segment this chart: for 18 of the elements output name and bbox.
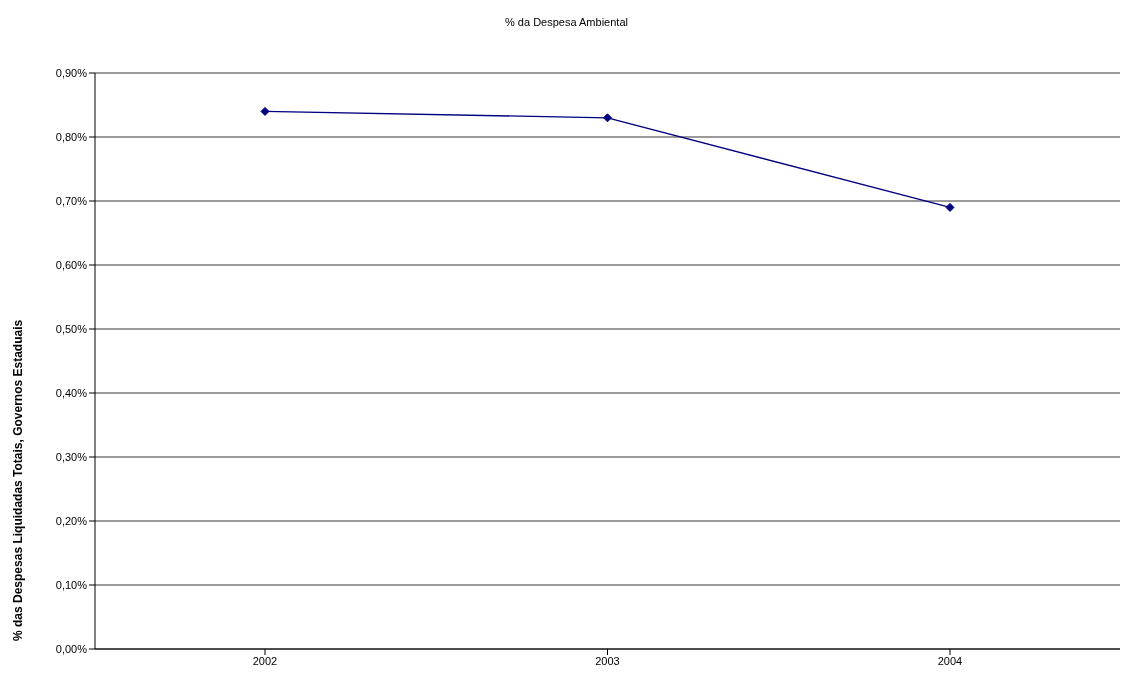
x-tick-label: 2004: [937, 654, 963, 667]
y-tick-label: 0,60%: [55, 258, 88, 271]
point: [945, 202, 955, 212]
y-tick-label: 0,40%: [55, 386, 88, 399]
y-tick-label: 0,20%: [55, 514, 88, 527]
y-axis-title: % das Despesas Liquidadas Totais, Governos Estaduais: [11, 319, 26, 641]
y-tick-label: 0,80%: [55, 130, 88, 143]
y-tick-label: 0,10%: [55, 578, 88, 591]
y-tick-label: 0,30%: [55, 450, 88, 463]
y-tick-label: 0,50%: [55, 322, 88, 335]
chart-title: % da Despesa Ambiental: [504, 16, 629, 28]
y-tick-label: 0,90%: [55, 66, 88, 79]
y-tick-label: 0,00%: [55, 642, 88, 655]
point: [603, 113, 612, 123]
point: [260, 106, 270, 116]
x-tick-label: 2002: [252, 654, 278, 667]
y-tick-label: 0,70%: [55, 194, 88, 207]
x-tick-label: 2003: [595, 654, 620, 667]
